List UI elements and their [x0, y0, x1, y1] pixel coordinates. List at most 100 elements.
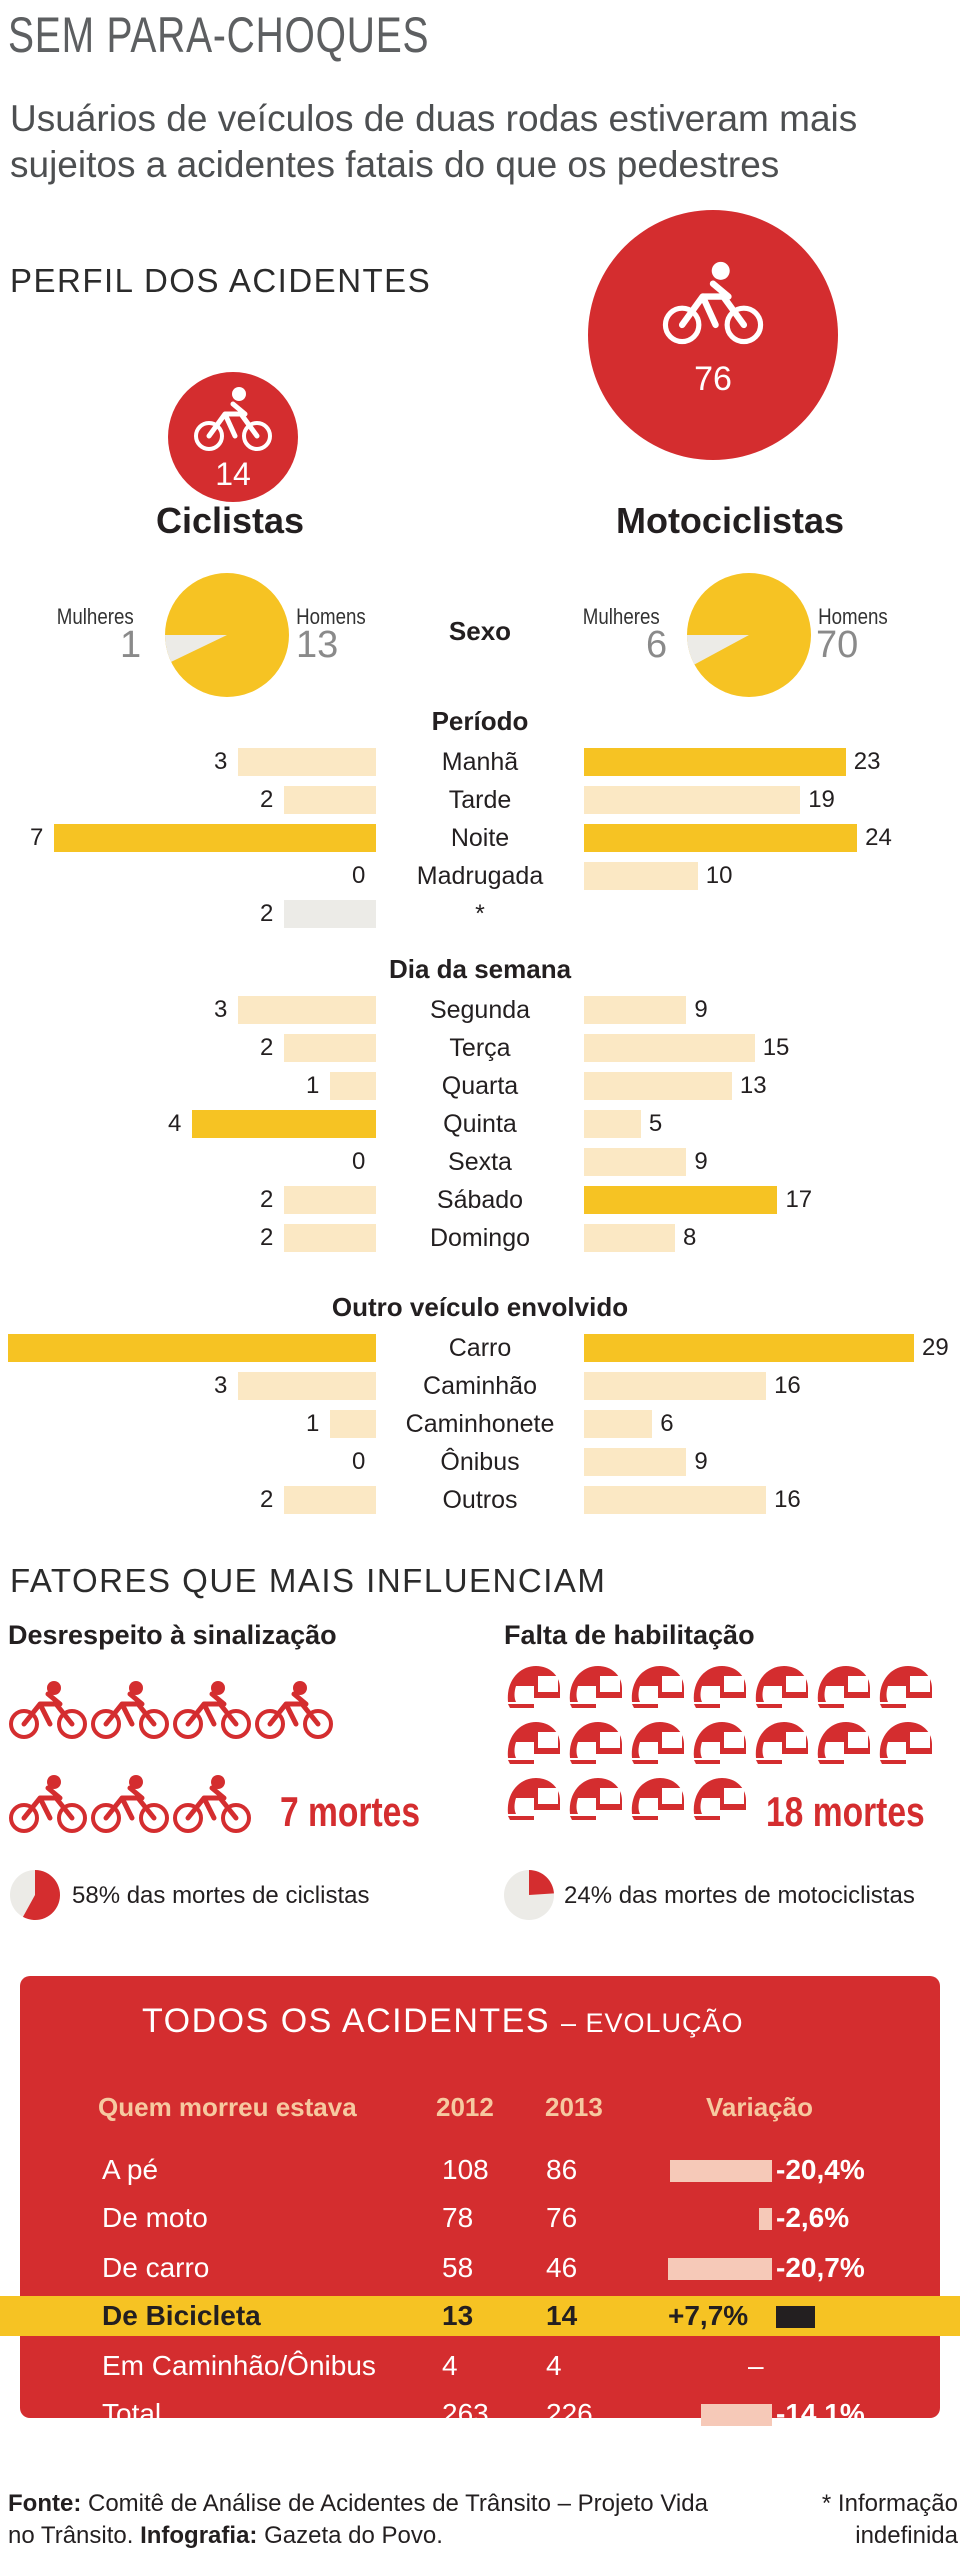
perfil-heading: PERFIL DOS ACIDENTES — [10, 262, 432, 299]
bar-ciclistas — [238, 996, 376, 1024]
helmet-icon — [693, 1666, 746, 1708]
helmet-icon — [755, 1722, 808, 1764]
category-label: Caminhonete — [405, 1410, 555, 1438]
value-motociclistas: 16 — [774, 1372, 801, 1399]
habilitacao-pct-pie — [504, 1870, 554, 1920]
footer-source: Fonte: Comitê de Análise de Acidentes de… — [8, 2488, 708, 2552]
row-2012: 13 — [442, 2300, 474, 2331]
bar-motociclistas — [584, 996, 687, 1024]
helmet-icon — [569, 1666, 622, 1708]
infografia-label: Infografia: — [133, 2522, 258, 2549]
bar-ciclistas — [330, 1410, 376, 1438]
motociclistas-sexo-pie — [687, 573, 811, 697]
bar-motociclistas — [584, 1072, 732, 1100]
row-label: De Bicicleta — [102, 2300, 261, 2331]
group-title: Outro veículo envolvido — [331, 1292, 629, 1322]
footer-note: * Informação indefinida — [821, 2490, 958, 2549]
motociclistas-homens-value: 70 — [816, 624, 859, 666]
value-motociclistas: 19 — [808, 786, 835, 813]
variacao-bar — [668, 2258, 772, 2280]
bar-ciclistas — [238, 748, 376, 776]
value-motociclistas: 23 — [853, 748, 881, 775]
bar-motociclistas — [584, 1372, 767, 1400]
helmet-icon — [631, 1778, 684, 1820]
row-2013: 46 — [546, 2252, 578, 2283]
row-variacao: – — [748, 2350, 764, 2381]
value-motociclistas: 8 — [683, 1224, 697, 1251]
category-label: Terça — [449, 1034, 511, 1062]
sinalizacao-icon-grid — [8, 1680, 348, 1860]
table-row: De Bicicleta 13 14 +7,7% — [0, 2296, 960, 2336]
ciclistas-mulheres-label: Mulheres — [56, 604, 134, 629]
category-label: Ônibus — [440, 1448, 520, 1476]
sinalizacao-pct-pie — [10, 1870, 61, 1920]
helmet-icon — [507, 1778, 560, 1820]
row-2012: 263 — [442, 2398, 489, 2429]
variacao-bar — [776, 2306, 815, 2328]
value-ciclistas: 2 — [260, 1186, 274, 1213]
value-ciclistas: 7 — [30, 824, 44, 851]
butterfly-chart: Período Manhã 3 23 Tarde 2 19 Noite 7 24 Madrugada… — [8, 706, 949, 1514]
category-label: Outros — [442, 1486, 518, 1514]
motociclistas-homens-label: Homens — [818, 604, 888, 629]
row-2013: 226 — [546, 2398, 593, 2429]
helmet-icon — [569, 1722, 622, 1764]
pct-pie-slice — [22, 1870, 61, 1920]
value-ciclistas: 3 — [214, 748, 228, 775]
evolucao-title-main: TODOS OS ACIDENTES — [142, 2002, 551, 2040]
motociclistas-mulheres-value: 6 — [646, 624, 668, 666]
value-ciclistas: 2 — [260, 786, 274, 813]
habilitacao-mortes: 18 mortes — [766, 1788, 925, 1835]
bar-motociclistas — [584, 1448, 687, 1476]
value-motociclistas: 5 — [648, 1110, 663, 1137]
fatores-heading: FATORES QUE MAIS INFLUENCIAM — [10, 1562, 607, 1599]
table-row: A pé 108 86 -20,4% — [0, 2150, 960, 2190]
category-label: Segunda — [429, 996, 531, 1024]
row-2012: 4 — [442, 2350, 458, 2381]
helmet-icon — [879, 1722, 932, 1764]
value-motociclistas: 29 — [922, 1334, 949, 1361]
variacao-bar — [701, 2404, 772, 2426]
value-motociclistas: 9 — [694, 1448, 708, 1475]
category-label: Domingo — [429, 1224, 531, 1252]
table-row: De moto 78 76 -2,6% — [0, 2198, 960, 2238]
bicycle-icon — [173, 1681, 251, 1739]
bar-motociclistas — [584, 824, 858, 852]
row-2013: 14 — [546, 2300, 578, 2331]
variacao-bar — [758, 2208, 772, 2230]
row-variacao: +7,7% — [668, 2300, 749, 2331]
bicycle-icon — [91, 1775, 169, 1833]
bar-ciclistas — [238, 1372, 376, 1400]
bar-motociclistas — [584, 1034, 755, 1062]
habilitacao-icon-grid — [504, 1662, 944, 1862]
header-quem: Quem morreu estava — [98, 2092, 357, 2122]
ciclistas-homens-value: 13 — [296, 624, 339, 666]
category-label: Caminhão — [423, 1372, 537, 1400]
bar-ciclistas — [284, 1224, 376, 1252]
bar-motociclistas — [584, 1148, 687, 1176]
table-row: Total 263 226 -14,1% — [0, 2394, 960, 2434]
evolucao-panel — [20, 1976, 940, 2418]
bar-ciclistas — [284, 1486, 376, 1514]
bar-ciclistas — [8, 1334, 376, 1362]
bar-motociclistas — [584, 1110, 641, 1138]
bicycle-icon — [9, 1775, 87, 1833]
bicycle-icon — [9, 1681, 87, 1739]
helmet-icon — [693, 1778, 746, 1820]
helmet-icon — [693, 1722, 746, 1764]
row-variacao: -14,1% — [776, 2398, 865, 2429]
helmet-icon — [507, 1666, 560, 1708]
value-ciclistas: 4 — [168, 1110, 182, 1137]
row-label: De moto — [102, 2202, 208, 2233]
motociclistas-circle: 76 — [588, 210, 838, 460]
ciclistas-mulheres-value: 1 — [120, 624, 142, 666]
value-ciclistas: 2 — [260, 1224, 274, 1251]
bar-ciclistas — [284, 786, 376, 814]
category-label: * — [475, 900, 485, 928]
fonte-text: Comitê de Análise de Acidentes de Trânsi… — [8, 2490, 708, 2549]
helmet-icon — [879, 1666, 932, 1708]
bar-motociclistas — [584, 1334, 914, 1362]
row-label: Total — [102, 2398, 162, 2429]
motociclistas-total: 76 — [694, 360, 732, 398]
row-2012: 78 — [442, 2202, 474, 2233]
